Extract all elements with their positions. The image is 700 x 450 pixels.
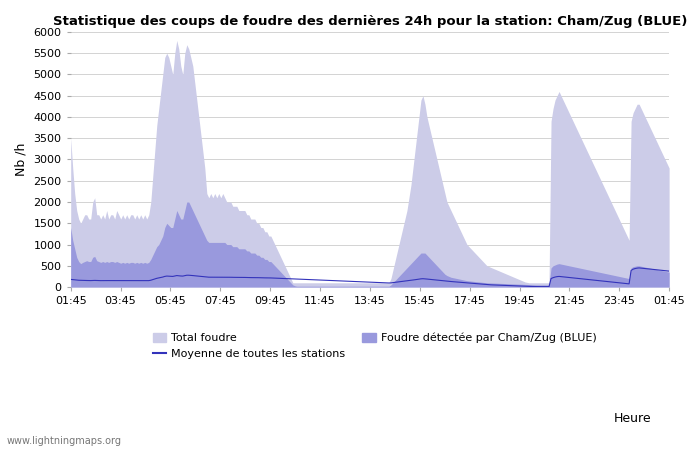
Y-axis label: Nb /h: Nb /h	[15, 143, 28, 176]
Text: Heure: Heure	[613, 412, 651, 425]
Legend: Total foudre, Moyenne de toutes les stations, Foudre détectée par Cham/Zug (BLUE: Total foudre, Moyenne de toutes les stat…	[148, 328, 601, 364]
Title: Statistique des coups de foudre des dernières 24h pour la station: Cham/Zug (BLU: Statistique des coups de foudre des dern…	[52, 15, 687, 28]
Text: www.lightningmaps.org: www.lightningmaps.org	[7, 436, 122, 446]
